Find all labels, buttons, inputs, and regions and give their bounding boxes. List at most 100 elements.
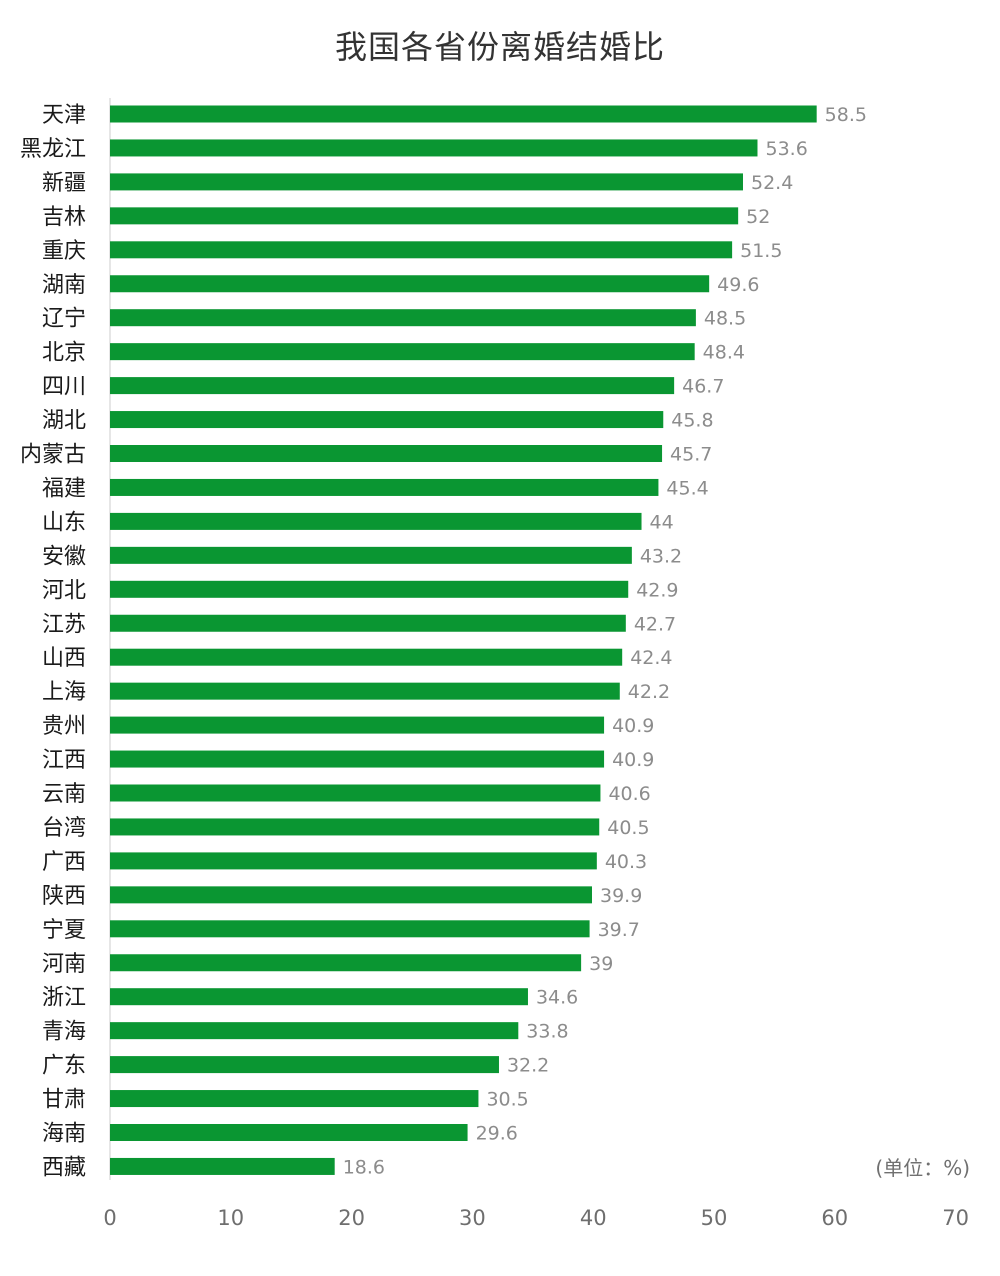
- category-label: 四川: [42, 375, 86, 400]
- x-tick-label: 60: [821, 1206, 848, 1230]
- data-label: 52.4: [751, 172, 793, 194]
- bar: [110, 954, 582, 972]
- bar: [110, 648, 623, 666]
- bar: [110, 139, 758, 157]
- category-label: 天津: [42, 103, 86, 128]
- data-label: 40.9: [612, 715, 654, 737]
- category-label: 内蒙古: [20, 443, 86, 468]
- category-label: 浙江: [42, 986, 86, 1011]
- data-label: 58.5: [825, 104, 867, 126]
- data-label: 45.4: [666, 477, 708, 499]
- category-label: 北京: [42, 341, 86, 366]
- data-label: 44: [650, 511, 674, 533]
- bar: [110, 241, 733, 259]
- data-label: 18.6: [343, 1156, 385, 1178]
- bar: [110, 988, 528, 1006]
- data-label: 40.9: [612, 749, 654, 771]
- x-tick-label: 30: [459, 1206, 486, 1230]
- x-tick-label: 70: [942, 1206, 969, 1230]
- data-label: 45.8: [671, 410, 713, 432]
- bar: [110, 750, 605, 768]
- category-label: 西藏: [42, 1155, 86, 1180]
- data-label: 48.5: [704, 308, 746, 330]
- bar: [110, 716, 605, 734]
- x-tick-label: 20: [338, 1206, 365, 1230]
- category-label: 辽宁: [42, 307, 86, 332]
- data-label: 39: [589, 953, 613, 975]
- bar: [110, 377, 675, 395]
- category-label: 湖南: [42, 273, 86, 298]
- data-label: 43.2: [640, 545, 682, 567]
- category-label: 海南: [42, 1122, 86, 1147]
- data-label: 42.4: [630, 647, 672, 669]
- bar: [110, 512, 642, 530]
- category-label: 甘肃: [42, 1088, 86, 1113]
- bar: [110, 920, 590, 938]
- bar: [110, 886, 592, 904]
- data-label: 39.9: [600, 885, 642, 907]
- bar: [110, 1056, 499, 1074]
- data-label: 30.5: [486, 1089, 528, 1111]
- bar: [110, 682, 620, 700]
- data-label: 34.6: [536, 987, 578, 1009]
- category-label: 新疆: [42, 171, 86, 196]
- category-label: 台湾: [42, 816, 86, 841]
- bar: [110, 173, 743, 191]
- data-label: 53.6: [765, 138, 807, 160]
- bar: [110, 580, 629, 598]
- data-label: 42.7: [634, 613, 676, 635]
- data-label: 32.2: [507, 1055, 549, 1077]
- bar: [110, 852, 597, 870]
- bar: [110, 818, 600, 836]
- data-label: 29.6: [476, 1123, 518, 1145]
- category-label: 陕西: [42, 884, 86, 909]
- x-tick-label: 50: [701, 1206, 728, 1230]
- data-label: 48.4: [703, 342, 745, 364]
- data-label: 46.7: [682, 376, 724, 398]
- bar: [110, 343, 695, 361]
- bar: [110, 1124, 468, 1141]
- data-label: 42.9: [636, 579, 678, 601]
- data-label: 52: [746, 206, 770, 228]
- category-label: 贵州: [42, 714, 86, 739]
- x-tick-label: 10: [217, 1206, 244, 1230]
- bar: [110, 478, 659, 496]
- data-label: 45.7: [670, 444, 712, 466]
- bar: [110, 309, 696, 327]
- bar: [110, 411, 664, 429]
- x-tick-label: 40: [580, 1206, 607, 1230]
- bar: [110, 614, 626, 632]
- category-label: 上海: [42, 680, 86, 705]
- unit-note: (单位：%): [875, 1156, 970, 1180]
- category-label: 河南: [42, 952, 86, 977]
- data-label: 40.5: [607, 817, 649, 839]
- category-label: 广东: [42, 1054, 86, 1079]
- category-label: 湖北: [42, 409, 86, 434]
- bar: [110, 275, 710, 293]
- category-label: 重庆: [42, 239, 86, 264]
- data-label: 40.6: [608, 783, 650, 805]
- bar: [110, 105, 817, 123]
- data-label: 49.6: [717, 274, 759, 296]
- category-label: 福建: [42, 476, 86, 501]
- data-label: 39.7: [598, 919, 640, 941]
- bar: [110, 1090, 479, 1108]
- data-label: 51.5: [740, 240, 782, 262]
- category-label: 山西: [42, 646, 86, 671]
- bar: [110, 546, 632, 564]
- category-label: 江苏: [42, 612, 86, 637]
- chart-title: 我国各省份离婚结婚比: [334, 28, 665, 66]
- category-label: 山东: [42, 510, 86, 535]
- category-label: 黑龙江: [20, 137, 86, 162]
- category-label: 安徽: [42, 544, 86, 569]
- category-label: 青海: [42, 1020, 86, 1045]
- bar: [110, 445, 663, 462]
- category-label: 江西: [42, 748, 86, 773]
- category-label: 云南: [42, 782, 86, 807]
- bar: [110, 207, 739, 225]
- data-label: 40.3: [605, 851, 647, 873]
- bar: [110, 1157, 335, 1175]
- data-label: 33.8: [526, 1021, 568, 1043]
- category-label: 宁夏: [42, 918, 86, 943]
